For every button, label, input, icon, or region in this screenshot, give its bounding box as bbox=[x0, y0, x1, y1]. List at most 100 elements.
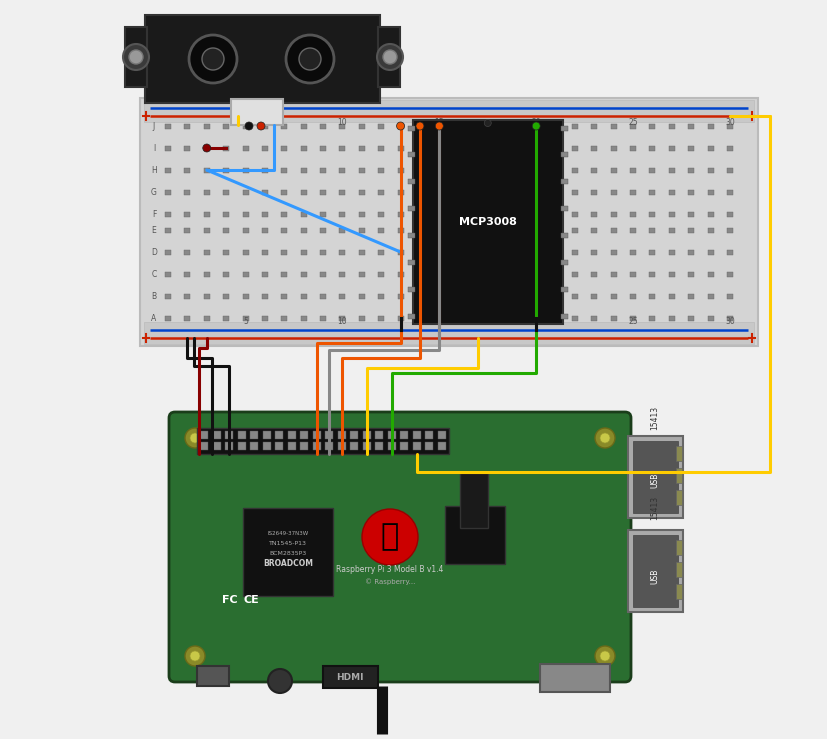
Bar bbox=[378, 123, 384, 129]
Bar bbox=[250, 431, 258, 439]
Bar bbox=[475, 316, 480, 321]
Bar bbox=[417, 271, 423, 276]
Text: A: A bbox=[151, 313, 156, 322]
Bar bbox=[408, 152, 414, 157]
Bar bbox=[413, 442, 420, 450]
Bar bbox=[514, 211, 519, 217]
Bar bbox=[675, 584, 681, 599]
Circle shape bbox=[203, 144, 211, 152]
Bar bbox=[560, 206, 566, 211]
Bar bbox=[261, 271, 268, 276]
Bar bbox=[323, 666, 378, 688]
Bar bbox=[378, 250, 384, 254]
Bar bbox=[552, 168, 558, 172]
Bar bbox=[552, 123, 558, 129]
Bar bbox=[726, 211, 732, 217]
Bar bbox=[571, 211, 577, 217]
Bar bbox=[436, 189, 442, 194]
Bar bbox=[144, 322, 753, 344]
Bar bbox=[184, 250, 190, 254]
Bar bbox=[281, 146, 287, 151]
Bar bbox=[339, 168, 345, 172]
Bar bbox=[165, 250, 171, 254]
Bar bbox=[281, 189, 287, 194]
Bar bbox=[436, 271, 442, 276]
Bar bbox=[165, 228, 171, 233]
Bar bbox=[514, 293, 519, 299]
Bar bbox=[413, 431, 420, 439]
Bar bbox=[707, 146, 713, 151]
Bar bbox=[400, 442, 408, 450]
Bar bbox=[222, 228, 229, 233]
Bar bbox=[455, 293, 461, 299]
Bar bbox=[281, 316, 287, 321]
Bar bbox=[648, 271, 655, 276]
Bar bbox=[590, 168, 596, 172]
FancyBboxPatch shape bbox=[169, 412, 630, 682]
Bar bbox=[460, 473, 487, 528]
Bar bbox=[320, 228, 326, 233]
Bar bbox=[533, 189, 538, 194]
Bar bbox=[629, 146, 635, 151]
Bar bbox=[184, 228, 190, 233]
Text: USB: USB bbox=[650, 568, 658, 584]
Bar bbox=[281, 293, 287, 299]
Bar bbox=[387, 431, 395, 439]
Bar bbox=[475, 271, 480, 276]
Circle shape bbox=[202, 48, 224, 70]
Bar bbox=[494, 250, 500, 254]
Bar bbox=[165, 146, 171, 151]
Bar bbox=[668, 271, 674, 276]
Bar bbox=[339, 189, 345, 194]
Circle shape bbox=[129, 50, 143, 64]
Bar bbox=[560, 260, 566, 265]
Bar bbox=[261, 168, 268, 172]
Bar bbox=[455, 123, 461, 129]
Circle shape bbox=[189, 651, 200, 661]
Bar bbox=[261, 316, 268, 321]
Bar bbox=[213, 442, 220, 450]
Bar bbox=[571, 189, 577, 194]
Text: BCM2835P3: BCM2835P3 bbox=[269, 551, 306, 556]
Bar bbox=[494, 168, 500, 172]
Bar bbox=[400, 431, 408, 439]
Text: 10: 10 bbox=[337, 118, 347, 126]
Bar bbox=[203, 168, 209, 172]
Text: G: G bbox=[151, 188, 157, 197]
Bar bbox=[590, 123, 596, 129]
Bar bbox=[413, 120, 562, 324]
Bar bbox=[242, 250, 248, 254]
Bar bbox=[222, 168, 229, 172]
Circle shape bbox=[383, 50, 396, 64]
Bar bbox=[397, 123, 403, 129]
Circle shape bbox=[600, 651, 609, 661]
Bar bbox=[629, 271, 635, 276]
Bar bbox=[668, 316, 674, 321]
Bar bbox=[378, 271, 384, 276]
Circle shape bbox=[184, 428, 205, 448]
Bar bbox=[378, 189, 384, 194]
Bar bbox=[514, 146, 519, 151]
Bar bbox=[675, 490, 681, 505]
Bar bbox=[397, 146, 403, 151]
Bar bbox=[533, 293, 538, 299]
Bar bbox=[668, 168, 674, 172]
Bar bbox=[494, 316, 500, 321]
Bar bbox=[222, 146, 229, 151]
Bar bbox=[494, 211, 500, 217]
Bar bbox=[417, 123, 423, 129]
Bar bbox=[455, 271, 461, 276]
Text: USB: USB bbox=[650, 472, 658, 488]
Bar bbox=[358, 250, 365, 254]
Bar bbox=[261, 211, 268, 217]
Bar bbox=[203, 146, 209, 151]
Bar bbox=[203, 316, 209, 321]
Bar bbox=[436, 293, 442, 299]
Bar bbox=[165, 189, 171, 194]
Bar bbox=[408, 206, 414, 211]
Text: F: F bbox=[151, 209, 156, 219]
Bar bbox=[533, 146, 538, 151]
Bar bbox=[455, 211, 461, 217]
Bar bbox=[687, 271, 693, 276]
Bar bbox=[668, 146, 674, 151]
